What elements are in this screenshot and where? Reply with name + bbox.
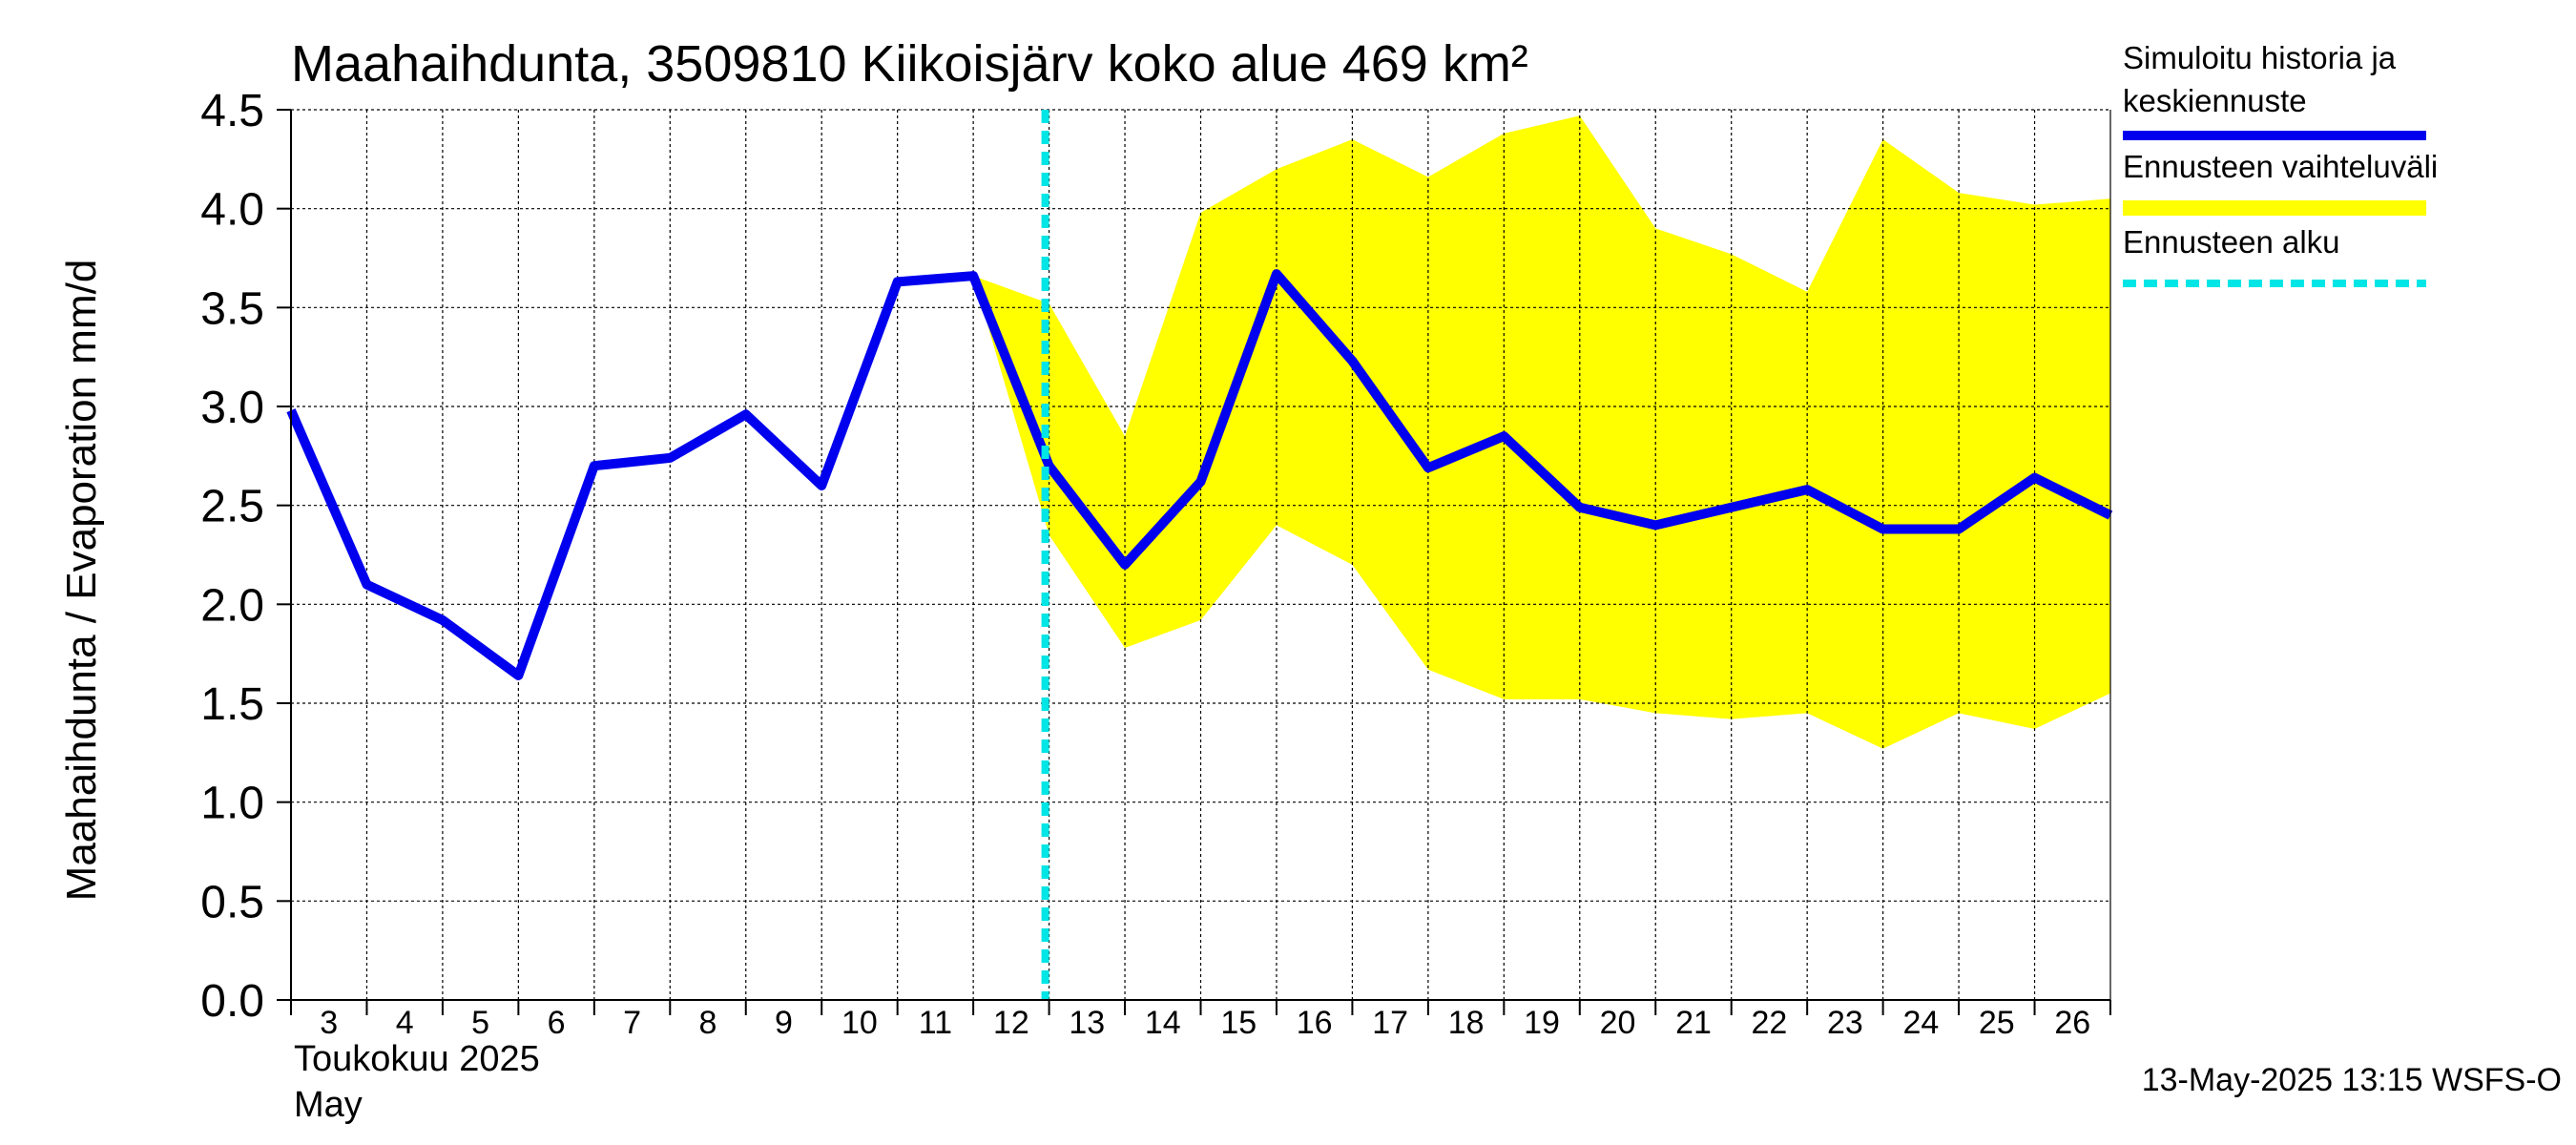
x-tick-label: 26: [2054, 1005, 2090, 1041]
series-line-simulated: [286, 269, 2113, 680]
x-tick-label: 25: [1979, 1005, 2015, 1041]
y-tick-label: 3.0: [200, 383, 264, 433]
y-tick-label: 4.0: [200, 185, 264, 236]
legend-swatch-band: [2123, 200, 2426, 216]
plot-area: 0.0 0.5 1.0 1.5 2.0 2.5 3.0 3.5 4.0 4.5 3 4 5 6 7 8 9 10 1…: [200, 86, 2113, 1041]
y-tick-label: 0.5: [200, 877, 264, 927]
legend-label: Ennusteen vaihteluväli: [2123, 149, 2438, 184]
y-tick-label: 0.0: [200, 976, 264, 1027]
x-axis-label-month-en: May: [294, 1085, 363, 1125]
y-axis-label: Maahaihdunta / Evaporation mm/d: [58, 260, 105, 902]
x-tick-label: 23: [1827, 1005, 1863, 1041]
x-tick-label: 24: [1902, 1005, 1939, 1041]
series-line-layer: [286, 269, 2113, 680]
x-tick-label: 19: [1524, 1005, 1560, 1041]
x-tick-label: 6: [548, 1005, 566, 1041]
legend-label: keskiennuste: [2123, 83, 2307, 118]
x-tick-label: 15: [1220, 1005, 1257, 1041]
chart-title: Maahaihdunta, 3509810 Kiikoisjärv koko a…: [291, 35, 1528, 93]
timestamp-footer: 13-May-2025 13:15 WSFS-O: [2142, 1062, 2562, 1098]
y-tick-label: 3.5: [200, 283, 264, 334]
x-tick-label: 21: [1675, 1005, 1712, 1041]
y-tick-label: 1.5: [200, 679, 264, 730]
x-tick-label: 12: [993, 1005, 1029, 1041]
x-tick-label: 22: [1752, 1005, 1788, 1041]
y-tick-label: 2.0: [200, 580, 264, 631]
x-tick-label: 3: [320, 1005, 338, 1041]
y-tick-label: 2.5: [200, 482, 264, 532]
y-tick-label: 1.0: [200, 779, 264, 829]
legend: Simuloitu historia ja keskiennuste Ennuste…: [2123, 40, 2438, 287]
x-tick-label: 10: [841, 1005, 878, 1041]
axes-layer: 0.0 0.5 1.0 1.5 2.0 2.5 3.0 3.5 4.0 4.5 3 4 5 6 7 8 9 10 1…: [200, 86, 2111, 1041]
legend-label: Ennusteen alku: [2123, 224, 2340, 260]
x-tick-label: 20: [1600, 1005, 1636, 1041]
x-tick-label: 4: [396, 1005, 414, 1041]
x-tick-label: 11: [919, 1005, 952, 1041]
legend-label: Simuloitu historia ja: [2123, 40, 2397, 75]
x-tick-label: 17: [1372, 1005, 1408, 1041]
x-tick-label: 18: [1448, 1005, 1485, 1041]
x-tick-label: 13: [1069, 1005, 1105, 1041]
forecast-range-band-layer: [973, 115, 2110, 749]
x-tick-label: 9: [775, 1005, 793, 1041]
x-tick-label: 14: [1145, 1005, 1181, 1041]
x-tick-label: 7: [623, 1005, 641, 1041]
x-tick-label: 16: [1297, 1005, 1333, 1041]
y-tick-label: 4.5: [200, 86, 264, 136]
x-tick-label: 8: [699, 1005, 717, 1041]
x-tick-label: 5: [471, 1005, 489, 1041]
forecast-range-band: [973, 115, 2110, 749]
x-axis-label-month: Toukokuu 2025: [294, 1039, 540, 1079]
